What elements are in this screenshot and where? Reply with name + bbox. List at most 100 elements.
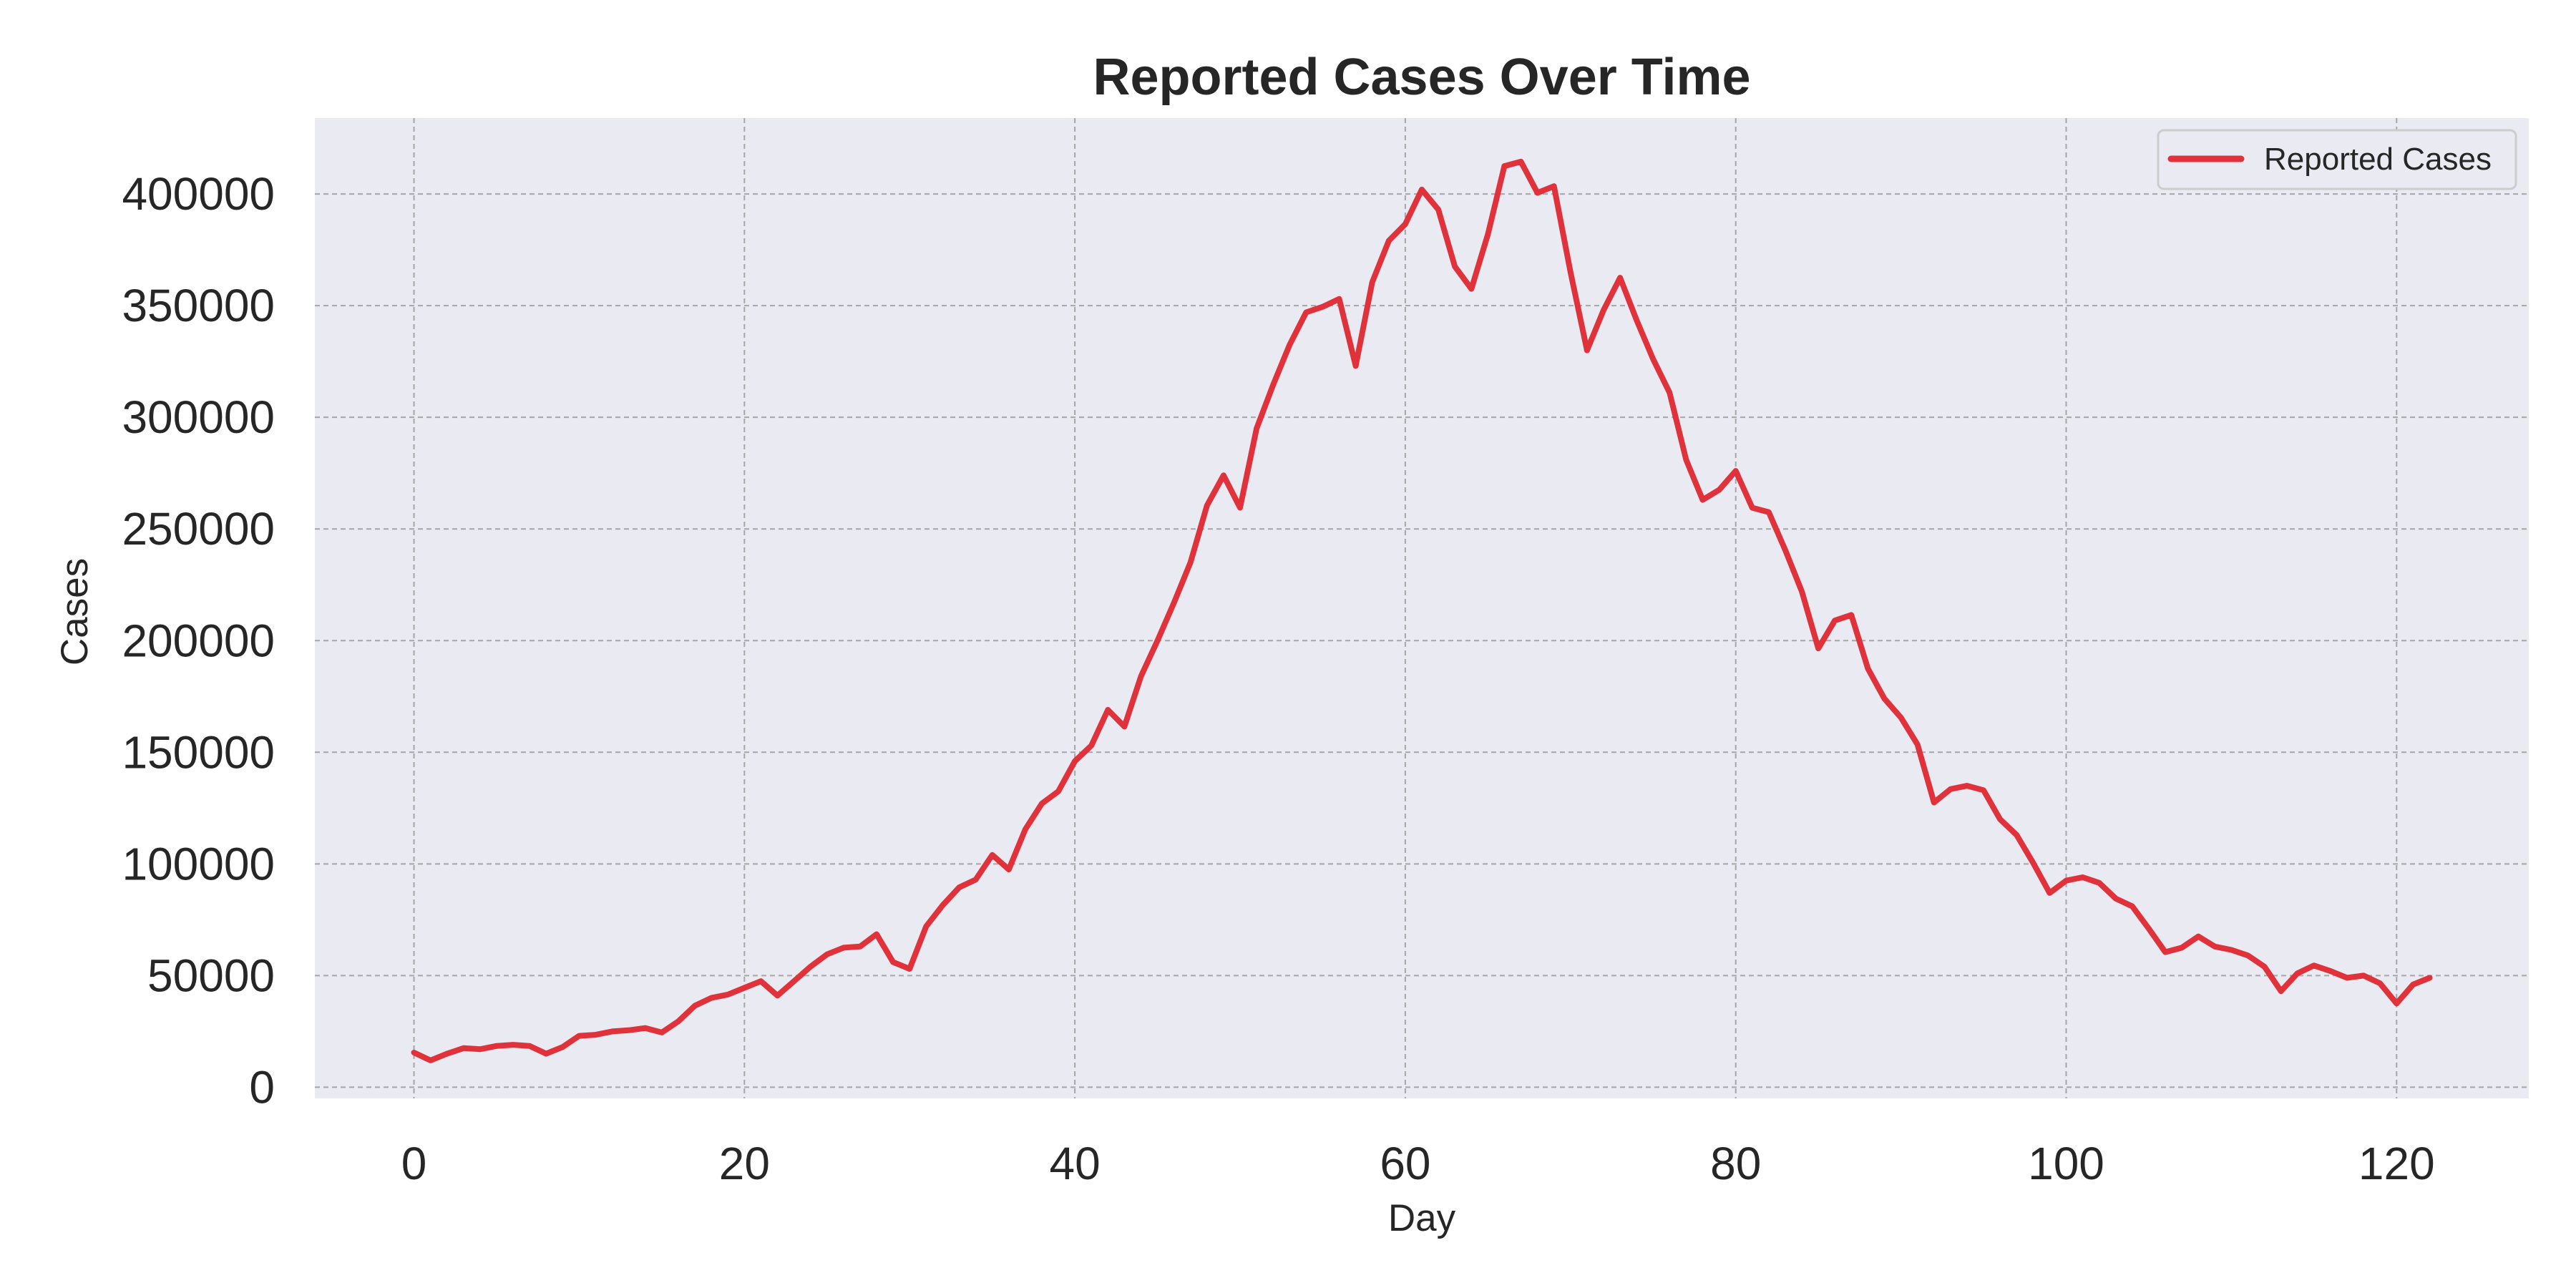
data-point bbox=[1172, 600, 1176, 605]
data-point bbox=[974, 877, 978, 882]
legend-box bbox=[2157, 129, 2517, 190]
data-point bbox=[2263, 965, 2267, 969]
x-tick-label: 20 bbox=[719, 1138, 770, 1189]
data-point bbox=[1998, 817, 2002, 821]
data-point bbox=[1221, 473, 1226, 477]
y-tick-label: 300000 bbox=[122, 391, 275, 443]
data-point bbox=[1800, 590, 1804, 594]
data-point bbox=[1106, 708, 1110, 712]
data-point bbox=[1965, 784, 1969, 788]
data-point bbox=[2312, 963, 2316, 967]
data-point bbox=[2163, 950, 2167, 955]
data-point bbox=[660, 1030, 664, 1035]
y-tick-label: 200000 bbox=[122, 615, 275, 666]
data-point bbox=[1023, 827, 1028, 831]
data-point bbox=[2345, 976, 2349, 980]
data-point bbox=[841, 945, 846, 950]
x-axis-label: Day bbox=[1388, 1197, 1456, 1239]
data-point bbox=[1502, 164, 1506, 168]
data-point bbox=[494, 1044, 499, 1048]
grid-lines bbox=[315, 118, 2529, 1098]
data-point bbox=[1552, 184, 1556, 188]
data-point bbox=[2196, 935, 2200, 939]
data-point bbox=[940, 903, 945, 907]
data-point bbox=[1304, 311, 1308, 315]
data-point bbox=[957, 885, 962, 889]
data-point bbox=[874, 932, 879, 937]
data-point bbox=[1932, 801, 1936, 805]
data-point bbox=[1585, 348, 1589, 353]
data-point bbox=[1337, 297, 1342, 301]
data-point bbox=[429, 1058, 433, 1063]
data-point bbox=[1485, 232, 1490, 236]
data-point bbox=[1387, 239, 1391, 243]
data-point bbox=[1040, 801, 1044, 806]
data-point bbox=[1469, 287, 1473, 291]
y-tick-label: 400000 bbox=[122, 168, 275, 220]
data-point bbox=[2296, 971, 2300, 975]
data-point bbox=[1139, 674, 1143, 678]
data-point bbox=[2394, 1001, 2399, 1005]
data-point bbox=[2147, 927, 2151, 931]
data-point bbox=[693, 1004, 697, 1008]
data-point bbox=[1651, 357, 1655, 361]
data-point bbox=[1056, 789, 1060, 794]
data-point bbox=[1089, 743, 1093, 748]
data-point bbox=[1601, 308, 1606, 312]
data-point bbox=[2279, 989, 2283, 993]
data-point bbox=[2378, 981, 2382, 985]
data-point bbox=[858, 945, 862, 949]
data-point bbox=[1436, 208, 1440, 212]
data-point bbox=[1205, 503, 1209, 507]
data-point bbox=[1948, 787, 1953, 791]
data-point bbox=[1238, 506, 1242, 510]
data-point bbox=[2064, 879, 2069, 883]
data-point bbox=[1717, 488, 1722, 492]
data-point bbox=[478, 1047, 482, 1051]
x-tick-labels: 0 20 40 60 80 100 120 bbox=[401, 1138, 2435, 1189]
y-tick-label: 350000 bbox=[122, 280, 275, 331]
data-point bbox=[1865, 666, 1870, 670]
data-point bbox=[627, 1028, 631, 1033]
data-point bbox=[2047, 891, 2051, 895]
x-tick-label: 100 bbox=[2028, 1138, 2104, 1189]
data-point bbox=[1536, 191, 1540, 195]
data-point bbox=[1849, 613, 1853, 617]
data-point bbox=[1618, 275, 1622, 280]
data-point bbox=[1767, 510, 1771, 514]
data-point bbox=[990, 853, 995, 857]
data-point bbox=[1981, 788, 1986, 792]
data-point bbox=[891, 960, 895, 965]
data-point bbox=[1156, 638, 1160, 643]
data-point bbox=[1370, 280, 1375, 284]
data-point bbox=[1453, 265, 1457, 269]
data-point bbox=[2081, 875, 2085, 879]
data-point bbox=[1420, 187, 1424, 192]
data-point bbox=[610, 1029, 615, 1033]
data-point bbox=[709, 996, 713, 1000]
plot-area bbox=[315, 118, 2529, 1098]
data-point bbox=[2097, 881, 2102, 885]
legend: Reported Cases bbox=[2157, 129, 2517, 190]
series-layer bbox=[411, 158, 2433, 1063]
data-point bbox=[2130, 904, 2135, 909]
data-point bbox=[924, 924, 928, 929]
data-point bbox=[1007, 867, 1011, 872]
data-point bbox=[527, 1044, 532, 1048]
y-tick-label: 250000 bbox=[122, 503, 275, 555]
data-point bbox=[544, 1052, 548, 1056]
data-point bbox=[594, 1033, 598, 1037]
x-tick-label: 80 bbox=[1710, 1138, 1761, 1189]
data-point bbox=[445, 1052, 449, 1056]
series-line-0 bbox=[411, 158, 2433, 1063]
data-point bbox=[1354, 364, 1358, 368]
data-point bbox=[2180, 945, 2184, 950]
data-point bbox=[1519, 160, 1523, 164]
data-point bbox=[2428, 976, 2432, 980]
data-point bbox=[1287, 343, 1292, 347]
data-point bbox=[1916, 742, 1920, 746]
data-point bbox=[1684, 458, 1688, 462]
data-point bbox=[2361, 973, 2366, 977]
